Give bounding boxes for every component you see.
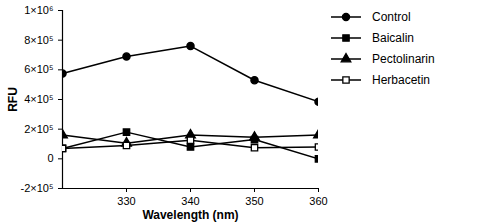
svg-text:340: 340 xyxy=(181,195,199,207)
svg-text:2×10⁵: 2×10⁵ xyxy=(24,123,53,135)
svg-text:350: 350 xyxy=(245,195,263,207)
svg-text:4×10⁵: 4×10⁵ xyxy=(24,93,53,105)
svg-text:1×10⁶: 1×10⁶ xyxy=(24,4,53,16)
svg-text:330: 330 xyxy=(117,195,135,207)
svg-text:0: 0 xyxy=(47,152,53,164)
svg-text:6×10⁵: 6×10⁵ xyxy=(24,63,53,75)
svg-text:8×10⁵: 8×10⁵ xyxy=(24,34,53,46)
html-text:Herbacetin: Herbacetin xyxy=(372,72,430,87)
html-text:Pectolinarin: Pectolinarin xyxy=(372,51,435,66)
svg-text:RFU: RFU xyxy=(6,87,20,112)
svg-text:-2×10⁵: -2×10⁵ xyxy=(21,182,54,194)
svg-text:Wavelength (nm): Wavelength (nm) xyxy=(142,208,238,222)
html-text:Baicalin: Baicalin xyxy=(372,30,414,45)
html-text:Control: Control xyxy=(372,9,411,24)
svg-text:360: 360 xyxy=(309,195,327,207)
